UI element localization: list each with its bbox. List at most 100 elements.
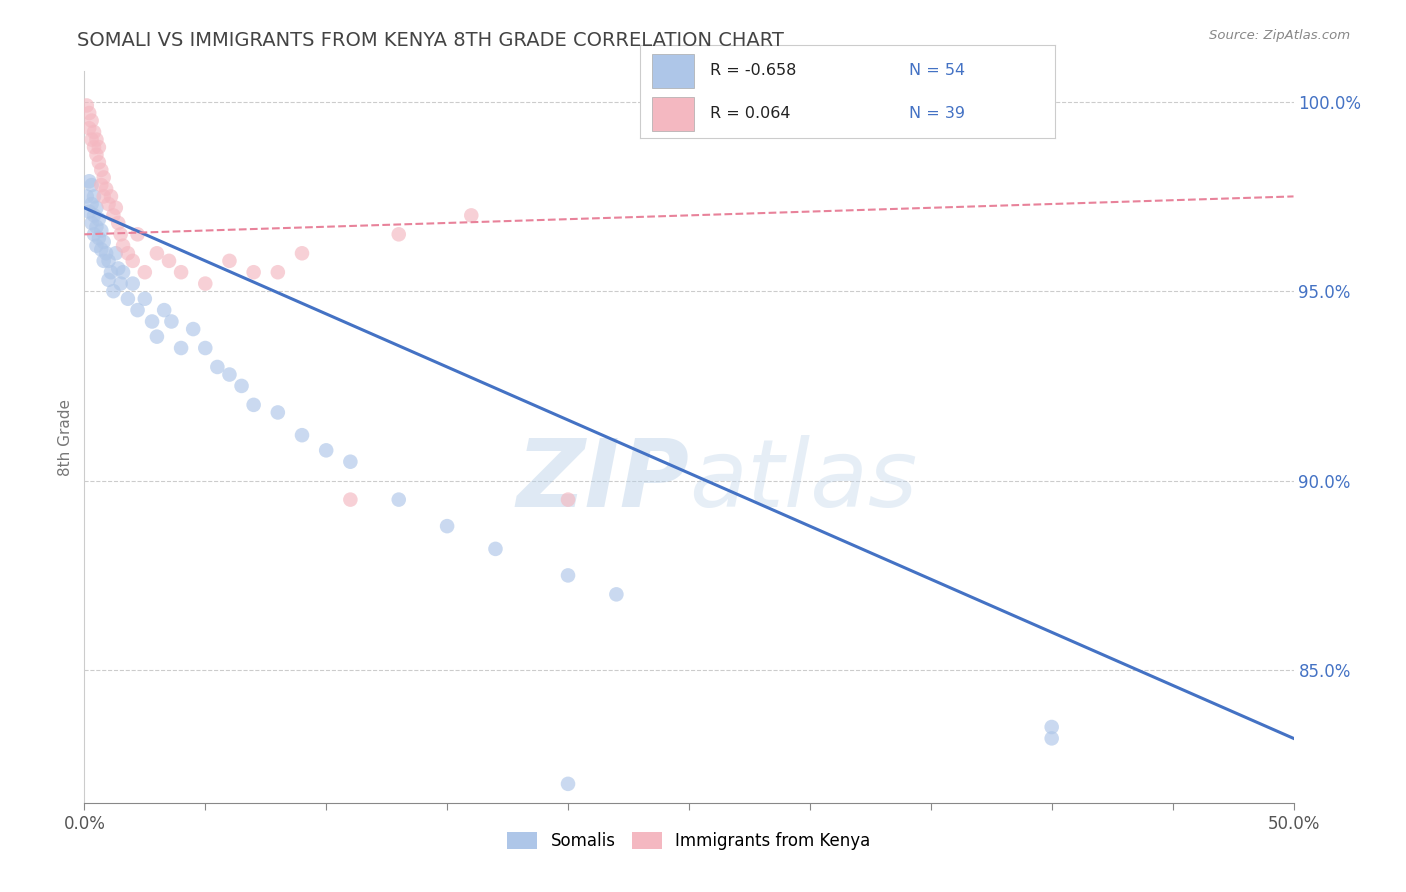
Point <box>291 428 314 442</box>
Point <box>121 253 143 268</box>
Point <box>83 189 105 203</box>
Point <box>134 292 156 306</box>
Point <box>160 314 183 328</box>
Point <box>100 189 122 203</box>
Point <box>110 277 132 291</box>
Bar <box>652 54 693 87</box>
Text: atlas: atlas <box>689 435 917 526</box>
Point <box>77 204 100 219</box>
Point <box>146 246 169 260</box>
Point <box>291 246 314 260</box>
Point <box>107 216 129 230</box>
Text: R = -0.658: R = -0.658 <box>710 63 797 78</box>
Point <box>86 147 108 161</box>
Point <box>80 216 103 230</box>
Point <box>93 170 115 185</box>
Point <box>267 265 290 279</box>
Point <box>170 265 193 279</box>
Point <box>83 227 105 242</box>
Point <box>207 359 229 374</box>
Y-axis label: 8th Grade: 8th Grade <box>58 399 73 475</box>
Point <box>153 303 176 318</box>
Point <box>181 322 204 336</box>
Point <box>103 284 125 298</box>
Point <box>76 189 98 203</box>
Point <box>146 329 169 343</box>
Point <box>93 253 115 268</box>
Point <box>87 231 110 245</box>
Text: R = 0.064: R = 0.064 <box>710 106 790 121</box>
Point <box>134 265 156 279</box>
Point <box>388 227 411 242</box>
Point <box>100 265 122 279</box>
Text: N = 54: N = 54 <box>910 63 966 78</box>
Point <box>87 212 110 227</box>
Point <box>103 208 125 222</box>
Point <box>242 398 264 412</box>
Point <box>436 519 458 533</box>
Point <box>339 492 361 507</box>
Point <box>157 253 180 268</box>
Point <box>112 238 135 252</box>
Point <box>112 265 135 279</box>
Point <box>267 405 290 419</box>
Point <box>339 455 361 469</box>
Point <box>127 227 149 242</box>
Point <box>86 132 108 146</box>
Point <box>87 155 110 169</box>
Point <box>1040 720 1063 734</box>
Point <box>83 208 105 222</box>
Text: ZIP: ZIP <box>516 435 689 527</box>
Point <box>110 227 132 242</box>
Point <box>97 253 120 268</box>
Point <box>90 162 112 177</box>
Point <box>194 277 217 291</box>
Point <box>80 197 103 211</box>
Point <box>557 777 579 791</box>
Point <box>86 201 108 215</box>
Point <box>484 541 506 556</box>
Point <box>194 341 217 355</box>
Point <box>141 314 163 328</box>
Point <box>97 273 120 287</box>
Text: N = 39: N = 39 <box>910 106 966 121</box>
Point <box>80 132 103 146</box>
Point <box>77 174 100 188</box>
Point <box>90 178 112 192</box>
Point <box>94 246 117 260</box>
Point <box>90 223 112 237</box>
Text: SOMALI VS IMMIGRANTS FROM KENYA 8TH GRADE CORRELATION CHART: SOMALI VS IMMIGRANTS FROM KENYA 8TH GRAD… <box>77 31 785 50</box>
Point <box>218 368 240 382</box>
Point <box>83 140 105 154</box>
Point <box>93 235 115 249</box>
Point <box>231 379 253 393</box>
Point <box>460 208 482 222</box>
Legend: Somalis, Immigrants from Kenya: Somalis, Immigrants from Kenya <box>501 825 877 856</box>
Point <box>97 197 120 211</box>
Point <box>104 246 127 260</box>
Point <box>1040 731 1063 746</box>
Point <box>86 219 108 234</box>
Point <box>315 443 337 458</box>
Point <box>218 253 240 268</box>
Point <box>93 189 115 203</box>
Point <box>83 125 105 139</box>
Point <box>77 106 100 120</box>
Point <box>170 341 193 355</box>
Point <box>86 238 108 252</box>
Point <box>104 201 127 215</box>
Text: Source: ZipAtlas.com: Source: ZipAtlas.com <box>1209 29 1350 42</box>
Point <box>87 140 110 154</box>
Point <box>127 303 149 318</box>
Point <box>76 98 98 112</box>
Point <box>117 246 139 260</box>
Point <box>94 182 117 196</box>
Point <box>121 277 143 291</box>
Point <box>605 587 627 601</box>
Point <box>77 121 100 136</box>
Point <box>80 178 103 192</box>
Point <box>242 265 264 279</box>
Point <box>557 492 579 507</box>
Point <box>117 292 139 306</box>
Point <box>557 568 579 582</box>
